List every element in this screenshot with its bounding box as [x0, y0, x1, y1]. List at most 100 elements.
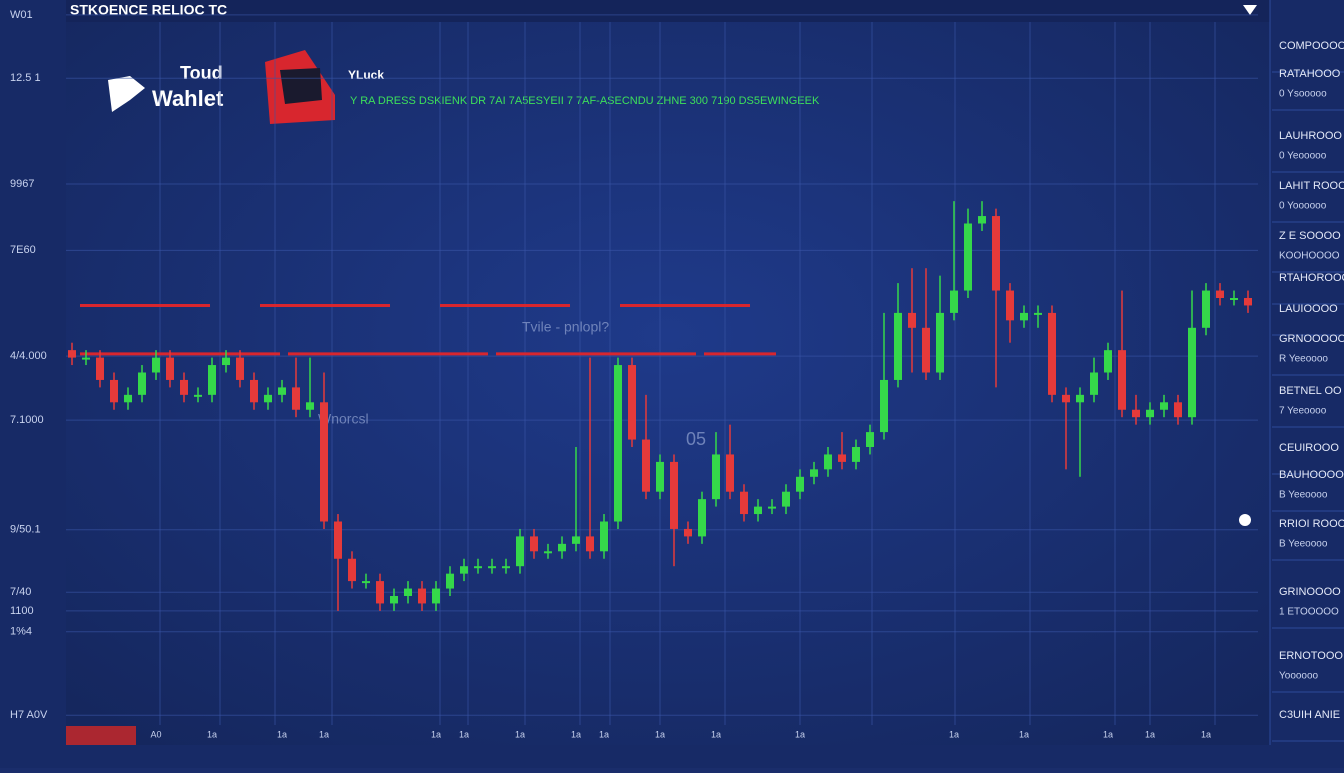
x-tick-label: 1a: [431, 729, 441, 739]
watermark: Tvile - pnlopl?: [522, 319, 609, 335]
candle-body: [824, 454, 832, 470]
candle-body: [418, 588, 426, 604]
candle-body: [1076, 394, 1084, 403]
dropdown[interactable]: [1243, 5, 1257, 15]
logo-icon: [108, 76, 145, 112]
candle-body: [726, 454, 734, 492]
x-tick-label: 1a: [319, 729, 329, 739]
side-item-title: COMPOOOO: [1279, 40, 1344, 52]
side-item-sub: 0 Ysooooo: [1279, 89, 1327, 100]
candle-body: [796, 476, 804, 492]
side-item-title: LAHIT ROOO: [1279, 180, 1344, 192]
side-item-sub: KOOHOOOO: [1279, 251, 1340, 262]
candle-body: [670, 461, 678, 529]
candle-body: [628, 365, 636, 440]
candle-body: [404, 588, 412, 596]
side-item-sub: B Yeeoooo: [1279, 490, 1328, 501]
candle-body: [292, 387, 300, 410]
candle-body: [460, 566, 468, 574]
candle-body: [1174, 402, 1182, 418]
cursor[interactable]: [1239, 514, 1251, 526]
candle-body: [166, 357, 174, 380]
ticker: Y RA DRESS DSKIENK DR 7AI 7A5ESYEII 7 7A…: [350, 95, 820, 107]
x-axis-marker: [66, 726, 136, 745]
y-tick-label: 9967: [10, 178, 34, 190]
candle-body: [684, 528, 692, 537]
logo-tag: YLuck: [348, 68, 384, 82]
y-tick-label: 7.1000: [10, 414, 44, 426]
candle-body: [1034, 312, 1042, 315]
candle-body: [1202, 290, 1210, 328]
candle-body: [782, 491, 790, 507]
candle-body: [82, 357, 90, 360]
y-tick-label: 12.5 1: [10, 72, 41, 84]
side-item-sub: Yoooooo: [1279, 671, 1319, 682]
candle-body: [838, 454, 846, 462]
candle-body: [432, 588, 440, 604]
candle-body: [586, 536, 594, 552]
side-item-title: LAUHROOO: [1279, 130, 1342, 142]
candle-body: [572, 536, 580, 544]
candle-body: [194, 394, 202, 397]
y-tick-label: 1100: [10, 605, 34, 617]
candle-body: [950, 290, 958, 313]
side-item-title: Z E SOOOO: [1279, 230, 1341, 242]
side-item-title: GRNOOOOO: [1279, 333, 1344, 345]
candle-body: [502, 566, 510, 569]
candle-body: [880, 379, 888, 433]
candle-body: [866, 432, 874, 447]
candle-body: [1216, 290, 1224, 298]
candle-body: [138, 372, 146, 395]
logo-line1: Toud: [180, 63, 223, 83]
candle-body: [936, 312, 944, 373]
side-item-title: ERNOTOOO: [1279, 650, 1343, 662]
side-item-sub: B Yeeoooo: [1279, 539, 1328, 550]
y-tick-label: 7E60: [10, 244, 36, 256]
side-item-title: BAUHOOOO: [1279, 469, 1344, 481]
candle-body: [852, 447, 860, 462]
candle-body: [1062, 394, 1070, 403]
watermark: Wnorcsl: [318, 411, 369, 427]
candle-body: [1090, 372, 1098, 395]
side-item-sub: 1 ETOOOOO: [1279, 607, 1339, 618]
candle-body: [320, 402, 328, 522]
top-bar: [66, 0, 1270, 22]
candle-body: [656, 461, 664, 492]
candle-body: [1146, 409, 1154, 418]
x-tick-label: 1a: [1019, 729, 1029, 739]
candle-body: [1160, 402, 1168, 410]
candle-body: [1006, 290, 1014, 321]
x-tick-label: 1a: [277, 729, 287, 739]
candle-body: [180, 379, 188, 395]
top-title: STKOENCE RELIOC TC: [70, 2, 227, 18]
side-item-sub: 0 Yoooooo: [1279, 201, 1327, 212]
y-tick-label: 4/4.000: [10, 350, 47, 362]
candle-body: [278, 387, 286, 395]
x-tick-label: 1a: [459, 729, 469, 739]
candle-body: [376, 581, 384, 604]
candle-body: [614, 365, 622, 522]
candle-body: [1230, 298, 1238, 300]
candle-body: [1188, 327, 1196, 418]
candle-body: [334, 521, 342, 559]
candle-body: [1104, 350, 1112, 373]
candle-body: [362, 581, 370, 584]
side-item-title: LAUIOOOO: [1279, 303, 1338, 315]
candle-body: [642, 439, 650, 492]
candle-body: [96, 357, 104, 380]
candle-body: [894, 312, 902, 380]
candle-body: [446, 573, 454, 589]
chart-panel: [66, 0, 1270, 745]
candle-body: [264, 394, 272, 403]
logo-badge-inner: [280, 68, 322, 104]
side-item-sub: 7 Yeeoooo: [1279, 406, 1327, 417]
candle-body: [516, 536, 524, 567]
candle-body: [992, 216, 1000, 291]
candle-body: [908, 312, 916, 328]
candle-body: [222, 357, 230, 366]
x-tick-label: 1a: [599, 729, 609, 739]
candle-body: [1020, 312, 1028, 321]
x-tick-label: 1a: [1201, 729, 1211, 739]
y-tick-label: 7/40: [10, 586, 31, 598]
